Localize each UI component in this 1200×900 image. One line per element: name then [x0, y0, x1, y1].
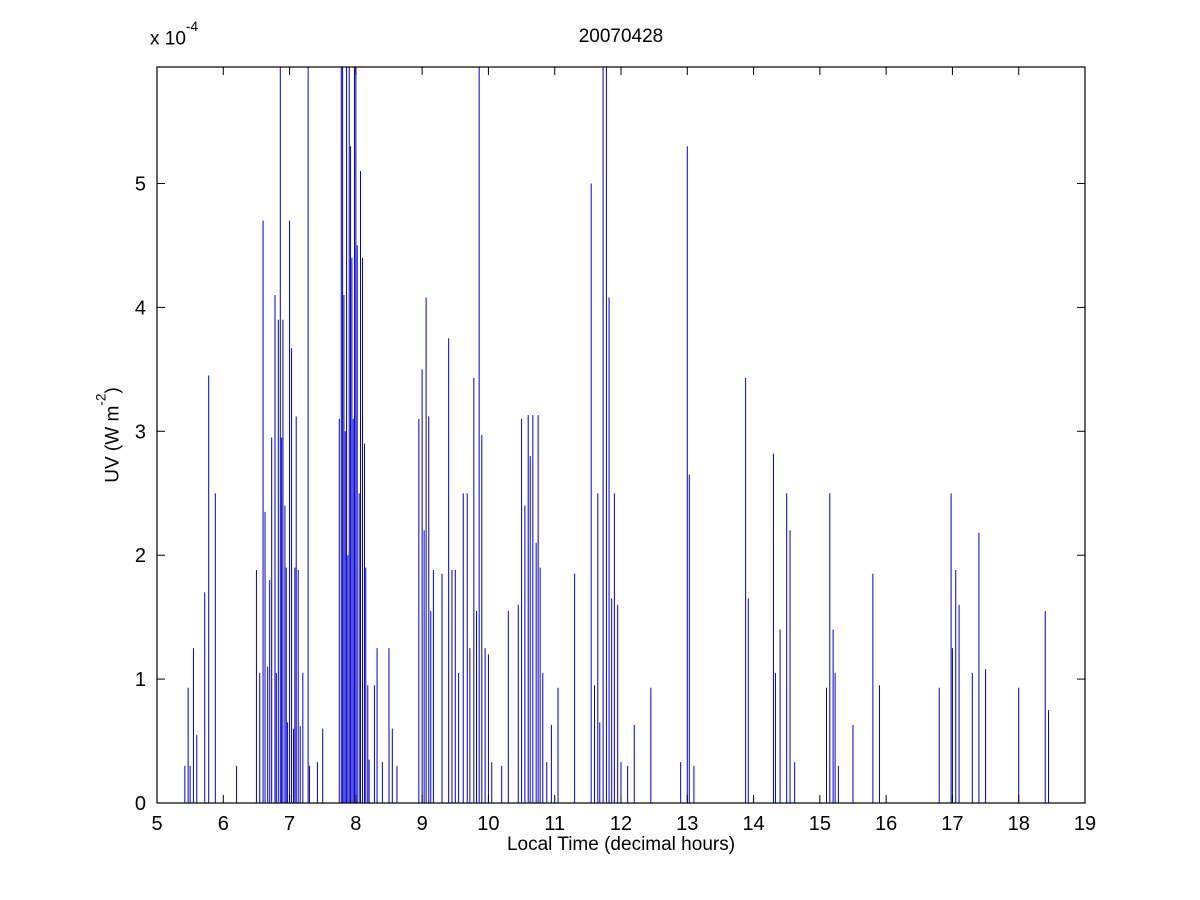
y-axis-exponent-label: x 10-4 [150, 19, 198, 50]
x-tick-label: 11 [544, 813, 565, 835]
y-axis-label: UV (W m-2) [93, 387, 124, 483]
y-tick-label: 2 [135, 545, 146, 567]
x-tick-label: 7 [284, 813, 295, 835]
chart-title: 20070428 [578, 26, 664, 47]
x-tick-label: 19 [1074, 813, 1096, 835]
x-tick-label: 17 [941, 813, 963, 835]
x-tick-label: 10 [477, 813, 499, 835]
x-tick-label: 9 [417, 813, 428, 835]
y-axis-label-suffix: ) [102, 387, 124, 394]
y-axis-label-prefix: UV (W m [102, 405, 124, 483]
x-tick-label: 6 [218, 813, 229, 835]
y-tick-label: 1 [135, 669, 146, 691]
exponent-base: x 10 [150, 28, 186, 50]
y-axis-label-exponent: -2 [93, 393, 109, 406]
x-tick-label: 12 [610, 813, 632, 835]
x-tick-label: 14 [742, 813, 764, 835]
x-tick-label: 15 [809, 813, 831, 835]
exponent-power: -4 [185, 18, 199, 34]
y-tick-label: 3 [135, 421, 146, 443]
x-tick-label: 8 [350, 813, 361, 835]
x-tick-label: 16 [875, 813, 897, 835]
x-tick-label: 13 [676, 813, 698, 835]
y-tick-label: 4 [135, 297, 146, 319]
x-axis-label: Local Time (decimal hours) [506, 834, 736, 855]
x-tick-label: 18 [1008, 813, 1030, 835]
x-tick-label: 5 [151, 813, 162, 835]
y-tick-label: 5 [135, 173, 146, 195]
y-tick-label: 0 [135, 793, 146, 815]
